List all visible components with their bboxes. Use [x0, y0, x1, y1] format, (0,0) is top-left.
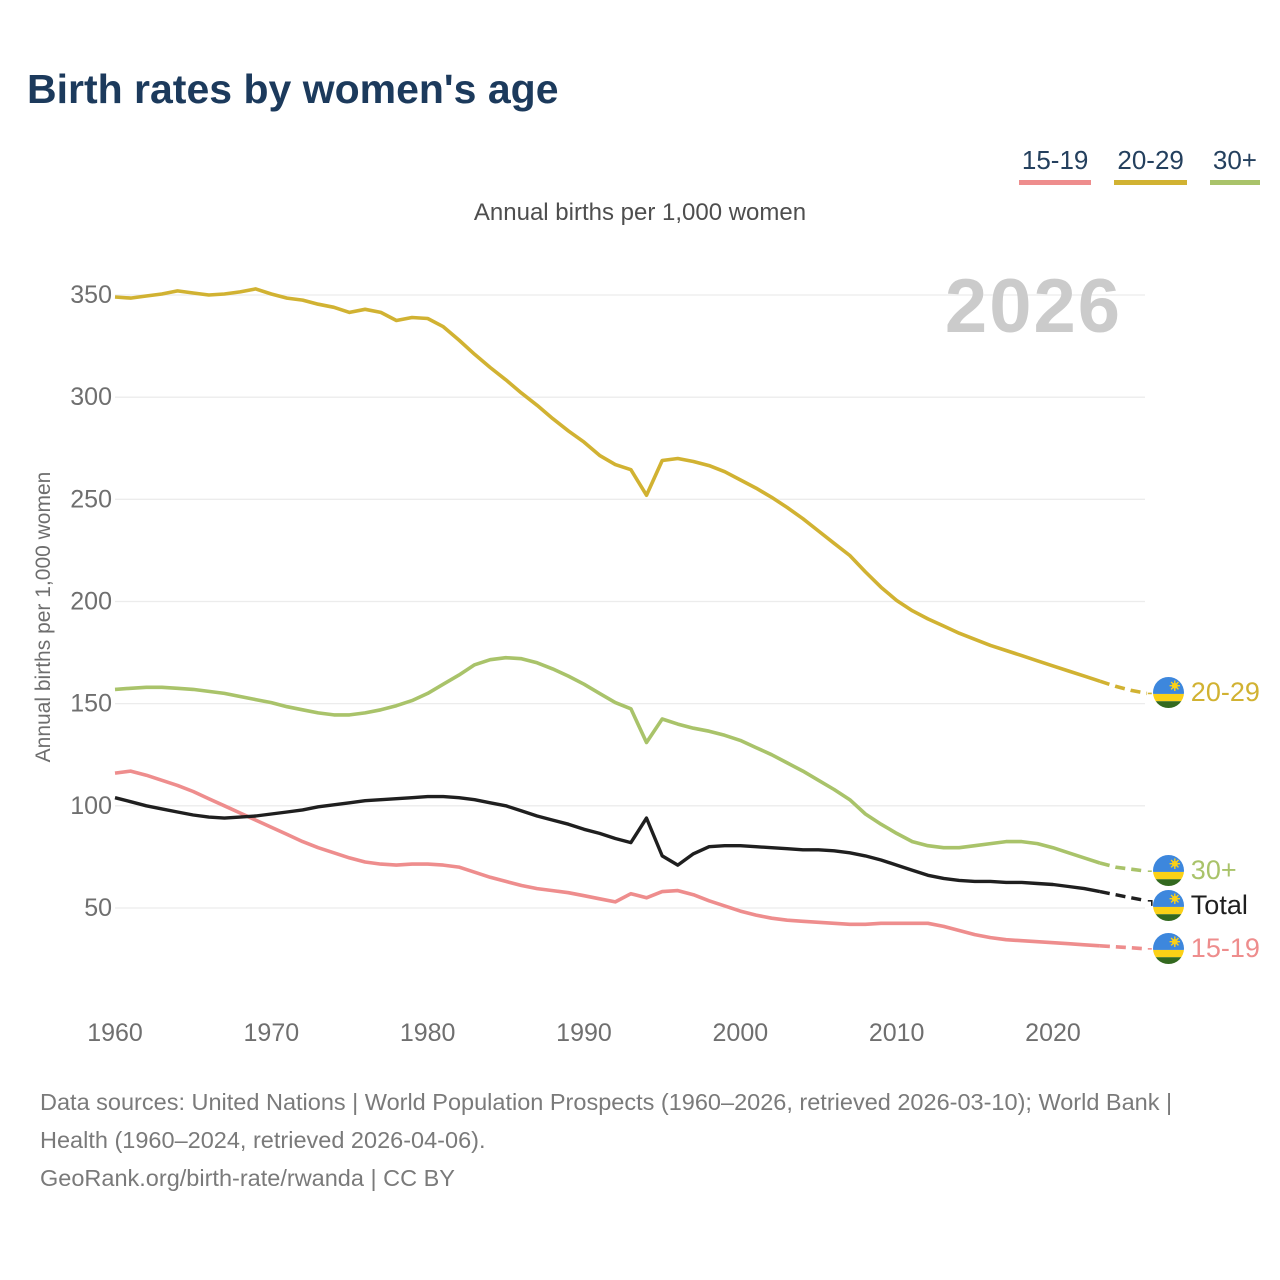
- series-line-15-19: [114, 769, 1101, 948]
- series-line-projection-15-19: [1099, 944, 1147, 951]
- x-tick-label-1970: 1970: [244, 1019, 300, 1047]
- page-footer: Data sources: United Nations | World Pop…: [40, 1083, 1220, 1197]
- y-tick-label-150: 150: [70, 690, 112, 718]
- series-line-20-29: [114, 287, 1101, 683]
- y-tick-label-200: 200: [70, 587, 112, 615]
- series-line-30+: [114, 655, 1101, 865]
- y-axis-title: Annual births per 1,000 women: [32, 471, 55, 763]
- x-tick-label-1960: 1960: [87, 1019, 143, 1047]
- legend-item-20-29[interactable]: 20-29: [1114, 147, 1187, 185]
- y-tick-label-250: 250: [70, 485, 112, 513]
- series-line-Total: [114, 794, 1101, 894]
- series-line-projection-Total: [1099, 889, 1148, 903]
- x-tick-label-1990: 1990: [556, 1019, 612, 1047]
- y-tick-label-300: 300: [70, 383, 112, 411]
- x-tick-label-1980: 1980: [400, 1019, 456, 1047]
- page-title: Birth rates by women's age: [27, 66, 559, 112]
- x-tick-label-2010: 2010: [869, 1019, 925, 1047]
- attribution-link[interactable]: GeoRank.org/birth-rate/rwanda | CC BY: [40, 1165, 455, 1191]
- x-tick-label-2000: 2000: [713, 1019, 769, 1047]
- data-sources-text: Data sources: United Nations | World Pop…: [40, 1089, 1173, 1153]
- age-group-legend: 15-19 20-29 30+: [1018, 147, 1260, 185]
- legend-item-15-19[interactable]: 15-19: [1018, 147, 1092, 185]
- series-line-projection-30+: [1099, 861, 1148, 873]
- x-tick-label-2020: 2020: [1025, 1019, 1081, 1047]
- y-tick-label-350: 350: [70, 281, 112, 309]
- y-tick-label-100: 100: [70, 792, 112, 820]
- series-line-projection-20-29: [1099, 679, 1148, 696]
- label-connector-Total: [1147, 900, 1153, 906]
- legend-item-30plus[interactable]: 30+: [1209, 147, 1260, 185]
- chart-subtitle: Annual births per 1,000 women: [473, 199, 807, 226]
- y-tick-label-50: 50: [84, 894, 112, 922]
